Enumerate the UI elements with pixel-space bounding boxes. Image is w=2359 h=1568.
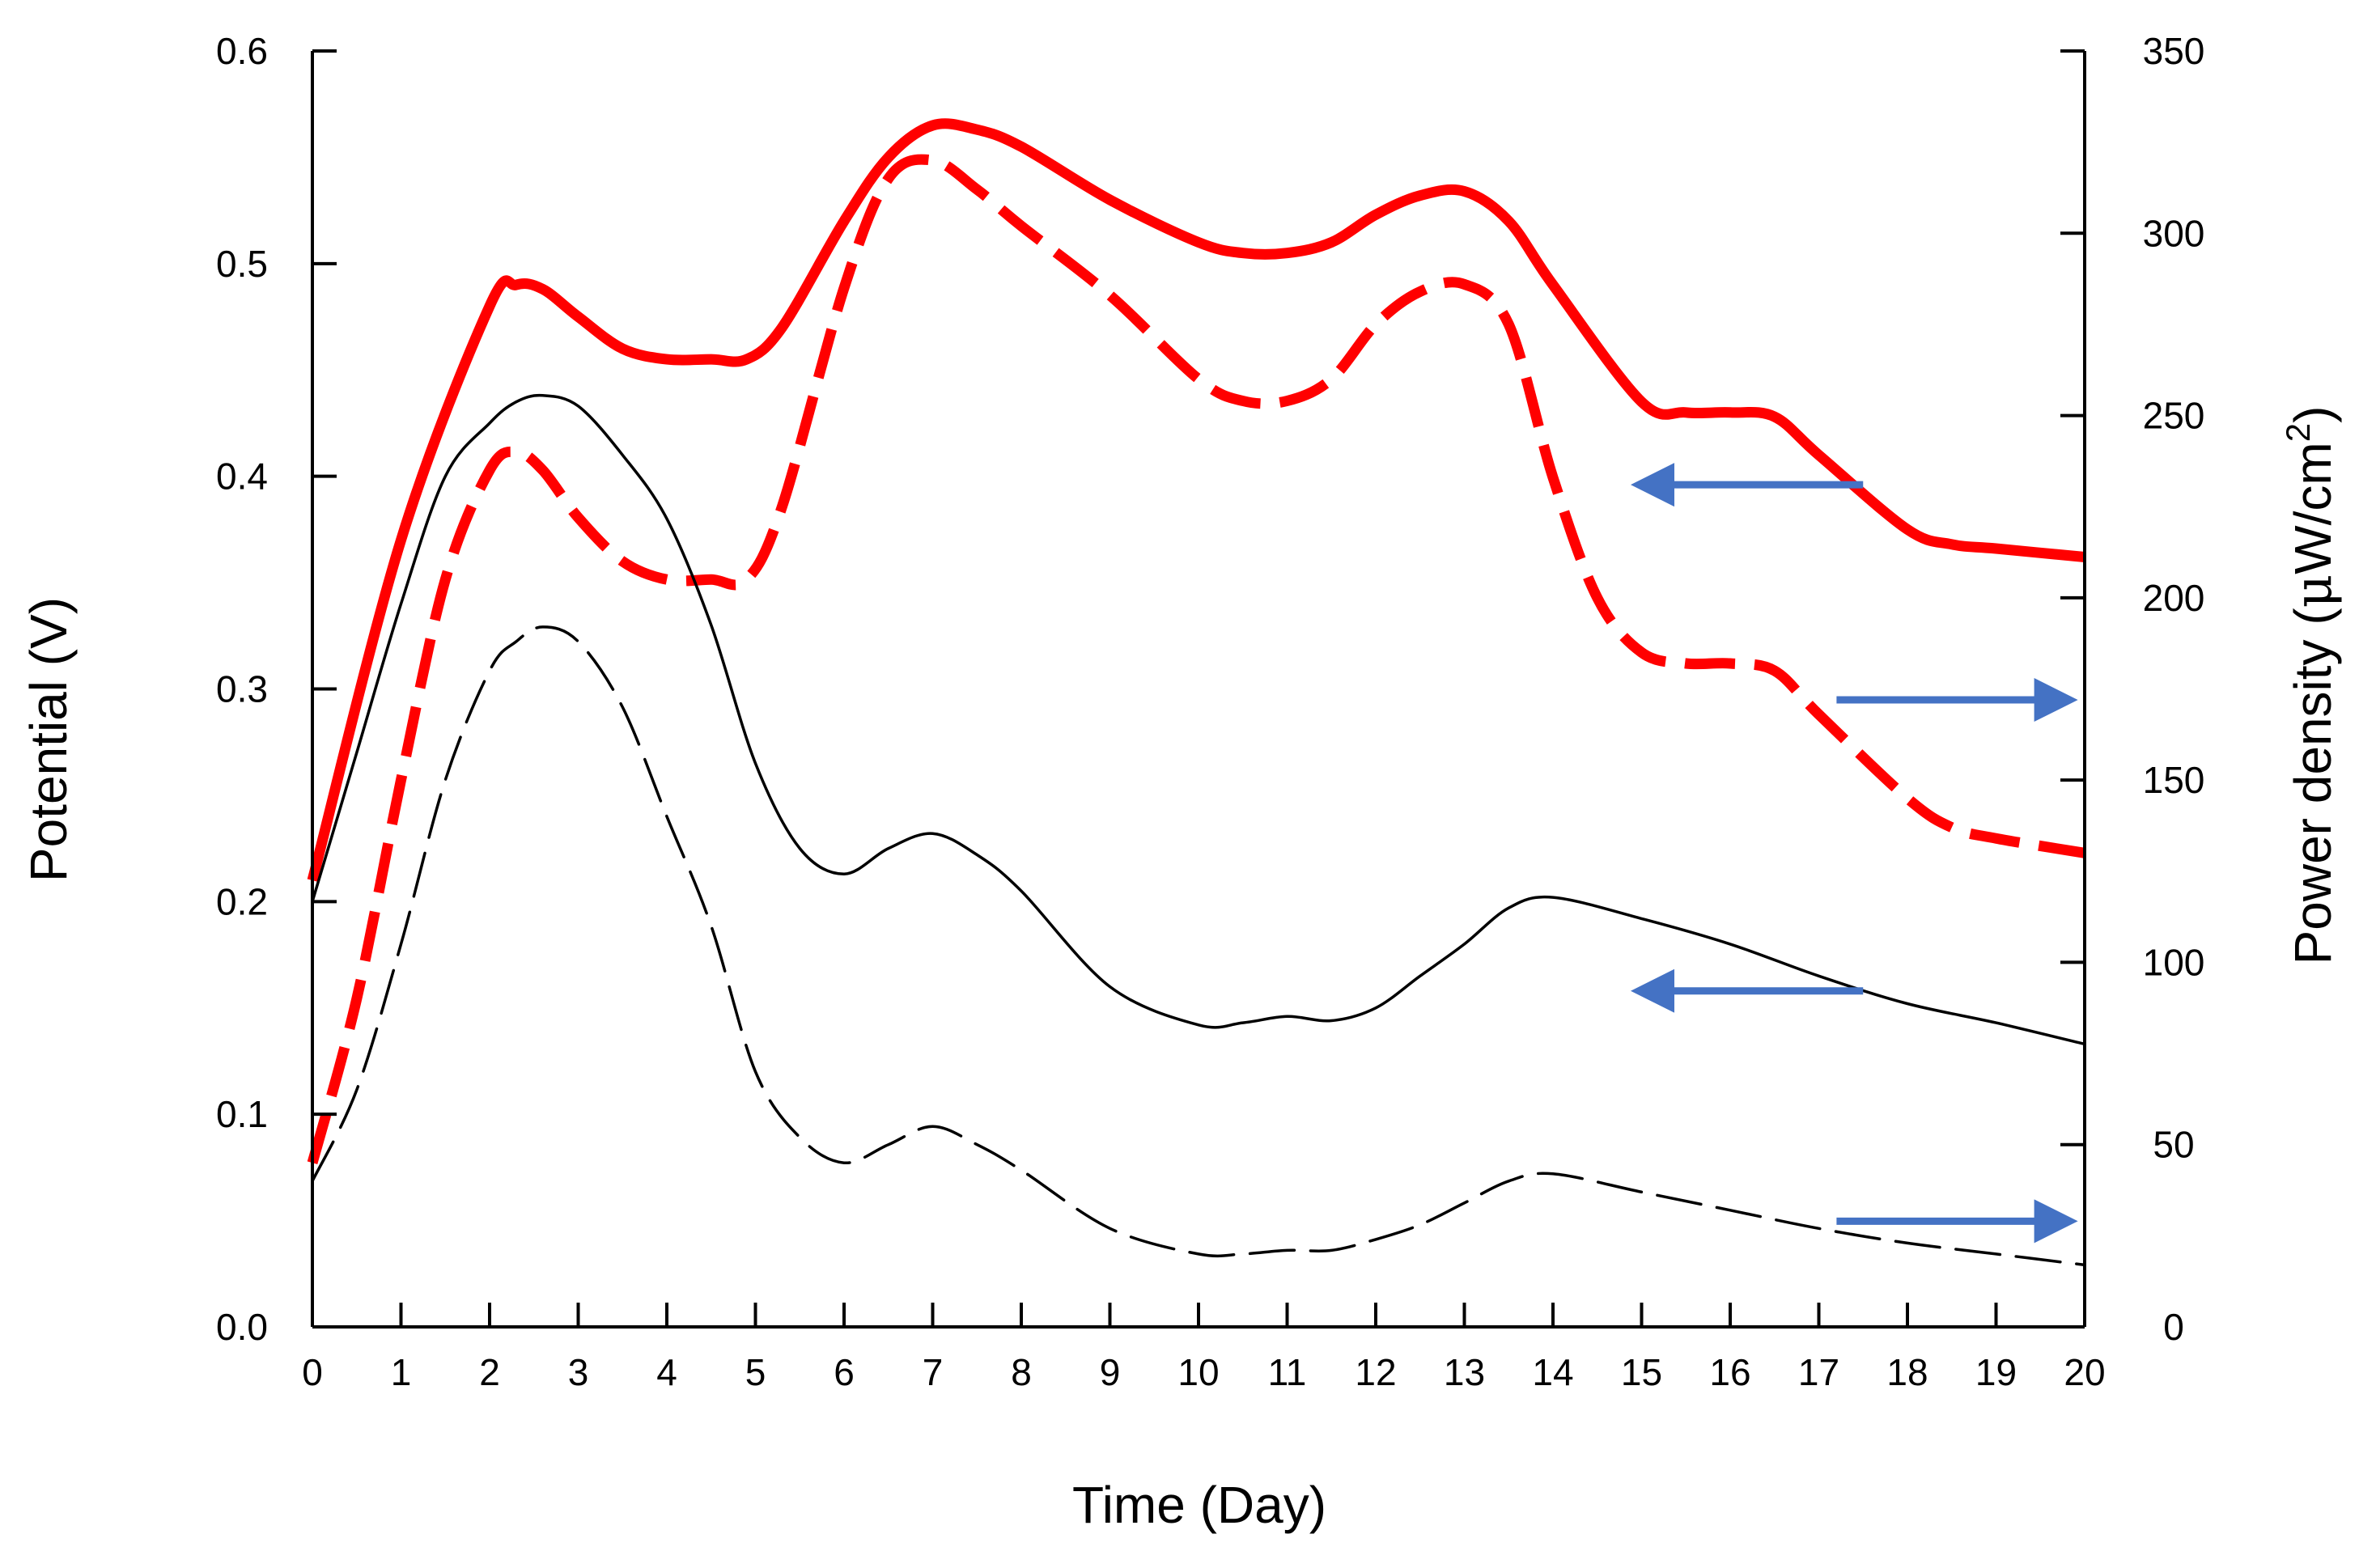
x-tick-label: 12 xyxy=(1355,1351,1396,1393)
y-left-tick-label: 0.3 xyxy=(216,668,268,710)
y-right-title-superscript: 2 xyxy=(2279,423,2317,442)
y-left-tick-label: 0.6 xyxy=(216,30,268,72)
x-tick-label: 3 xyxy=(568,1351,589,1393)
x-tick-label: 16 xyxy=(1709,1351,1750,1393)
x-tick-label: 8 xyxy=(1011,1351,1032,1393)
x-tick-label: 2 xyxy=(479,1351,500,1393)
x-tick-label: 1 xyxy=(391,1351,412,1393)
y-right-title-mu: μ xyxy=(2284,574,2344,608)
y-right-title-close: ) xyxy=(2284,406,2342,423)
y-right-tick-label: 250 xyxy=(2143,395,2205,437)
axes-layer xyxy=(311,49,2086,1329)
series-red-solid-potential xyxy=(307,118,2085,882)
x-tick-label: 11 xyxy=(1268,1351,1307,1393)
y-right-tick-label: 100 xyxy=(2143,941,2205,983)
y-left-axis-title: Potential (V) xyxy=(19,597,78,882)
y-right-title-unit: W/cm xyxy=(2284,442,2342,574)
x-tick-label: 19 xyxy=(1975,1351,2017,1393)
x-tick-label: 14 xyxy=(1532,1351,1573,1393)
x-tick-label: 13 xyxy=(1444,1351,1485,1393)
x-tick-label: 5 xyxy=(745,1351,766,1393)
x-tick-label: 18 xyxy=(1886,1351,1928,1393)
y-left-tick-label: 0.1 xyxy=(216,1093,268,1135)
series-red-dashed-power xyxy=(307,154,2086,1164)
x-axis-title: Time (Day) xyxy=(1072,1476,1326,1534)
y-right-tick-label: 300 xyxy=(2143,212,2205,254)
x-tick-label: 9 xyxy=(1100,1351,1121,1393)
y-right-tick-label: 150 xyxy=(2143,759,2205,801)
tick-labels-layer: 0 1 2 3 4 5 6 7 8 9 10 11 12 13 14 15 16 17 18 19 200.00.10.… xyxy=(216,30,2204,1393)
y-right-tick-label: 50 xyxy=(2153,1124,2194,1166)
y-left-tick-label: 0.5 xyxy=(216,243,268,285)
y-right-tick-label: 200 xyxy=(2143,577,2205,619)
x-tick-label: 6 xyxy=(834,1351,855,1393)
y-left-tick-label: 0.0 xyxy=(216,1306,268,1348)
series-black-solid-potential xyxy=(311,393,2086,1046)
y-right-tick-label: 350 xyxy=(2143,30,2205,72)
y-left-tick-label: 0.4 xyxy=(216,456,268,498)
x-tick-label: 20 xyxy=(2064,1351,2105,1393)
y-right-axis-title: Power density (μW/cm2) xyxy=(2279,406,2344,965)
x-tick-label: 10 xyxy=(1177,1351,1219,1393)
x-tick-label: 4 xyxy=(656,1351,677,1393)
x-tick-label: 7 xyxy=(923,1351,944,1393)
annotation-layer xyxy=(1631,463,2078,1244)
y-right-title-text: Power density ( xyxy=(2284,608,2342,964)
y-right-tick-label: 0 xyxy=(2163,1306,2184,1348)
y-left-tick-label: 0.2 xyxy=(216,880,268,922)
series-black-dashed-power xyxy=(311,625,2086,1267)
x-tick-label: 17 xyxy=(1798,1351,1839,1393)
series-layer xyxy=(307,118,2086,1267)
x-tick-label: 0 xyxy=(302,1351,323,1393)
x-tick-label: 15 xyxy=(1621,1351,1662,1393)
